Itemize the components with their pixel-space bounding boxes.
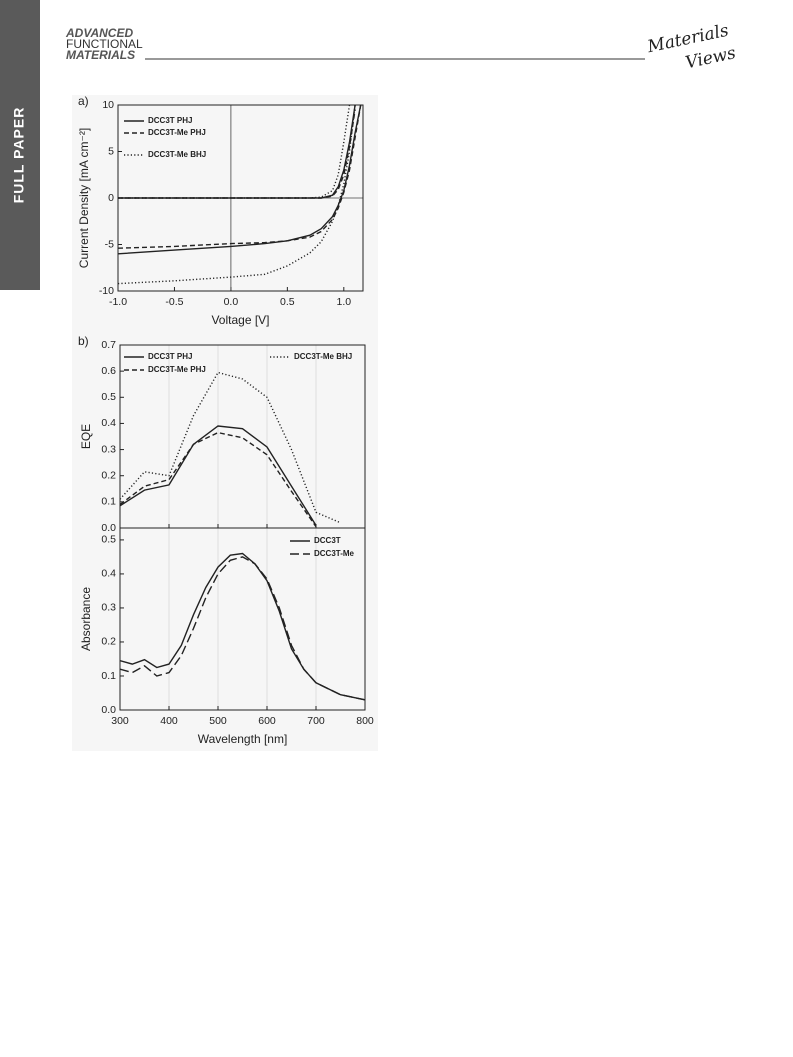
y-tick-label: 0.1	[101, 496, 116, 508]
section-label: FULL PAPER	[11, 107, 27, 204]
x-tick-label: -1.0	[109, 296, 127, 308]
y-tick-label: 0.4	[101, 417, 116, 429]
legend-label: DCC3T-Me	[314, 549, 355, 558]
y-tick-label: 0.2	[101, 636, 116, 648]
plot-frame	[119, 527, 366, 711]
y-axis-label: Current Density [mA cm⁻²]	[77, 128, 91, 268]
legend-label: DCC3T-Me BHJ	[148, 150, 206, 159]
data-line	[118, 105, 362, 249]
x-axis-label: Voltage [V]	[211, 313, 269, 327]
y-tick-label: 0	[108, 192, 114, 204]
y-tick-label: 5	[108, 145, 114, 157]
y-tick-label: -5	[105, 238, 114, 250]
legend-label: DCC3T	[314, 536, 341, 545]
x-tick-label: 1.0	[337, 296, 352, 308]
y-tick-label: 0.2	[101, 469, 116, 481]
y-tick-label: 10	[102, 99, 114, 111]
x-tick-label: 400	[160, 715, 178, 727]
legend-label: DCC3T-Me BHJ	[294, 352, 352, 361]
y-tick-label: 0.3	[101, 443, 116, 455]
y-tick-label: 0.3	[101, 602, 116, 614]
x-tick-label: 600	[258, 715, 276, 727]
panel-label: a)	[78, 94, 89, 108]
y-tick-label: 0.0	[101, 704, 116, 716]
x-tick-label: 700	[307, 715, 325, 727]
legend-label: DCC3T PHJ	[148, 116, 192, 125]
legend-label: DCC3T-Me PHJ	[148, 128, 206, 137]
legend-label: DCC3T-Me PHJ	[148, 365, 206, 374]
x-axis-label: Wavelength [nm]	[198, 732, 288, 746]
x-tick-label: 300	[111, 715, 129, 727]
x-tick-label: 800	[356, 715, 374, 727]
data-line	[120, 425, 317, 526]
y-tick-label: 0.4	[101, 568, 116, 580]
data-line	[118, 105, 356, 285]
journal-logo: MATERIALS	[66, 48, 135, 62]
y-tick-label: 0.6	[101, 365, 116, 377]
x-tick-label: 500	[209, 715, 227, 727]
panel-label: b)	[78, 334, 89, 348]
legend-label: DCC3T PHJ	[148, 352, 192, 361]
y-tick-label: 0.5	[101, 391, 116, 403]
y-axis-label: EQE	[79, 424, 93, 449]
x-tick-label: 0.0	[224, 296, 239, 308]
y-tick-label: 0.1	[101, 670, 116, 682]
journal-logo: ADVANCED	[65, 26, 133, 40]
data-line	[120, 431, 317, 528]
section-tab	[0, 0, 40, 290]
x-tick-label: 0.5	[280, 296, 295, 308]
y-axis-label: Absorbance	[79, 587, 93, 651]
x-tick-label: -0.5	[165, 296, 183, 308]
data-line	[120, 371, 341, 524]
data-line	[120, 556, 365, 701]
y-tick-label: -10	[99, 285, 114, 297]
data-line	[118, 105, 362, 255]
y-tick-label: 0.0	[101, 522, 116, 534]
y-tick-label: 0.7	[101, 339, 116, 351]
dark-line	[118, 109, 356, 199]
y-tick-label: 0.5	[101, 534, 116, 546]
journal-logo: FUNCTIONAL	[66, 37, 143, 51]
